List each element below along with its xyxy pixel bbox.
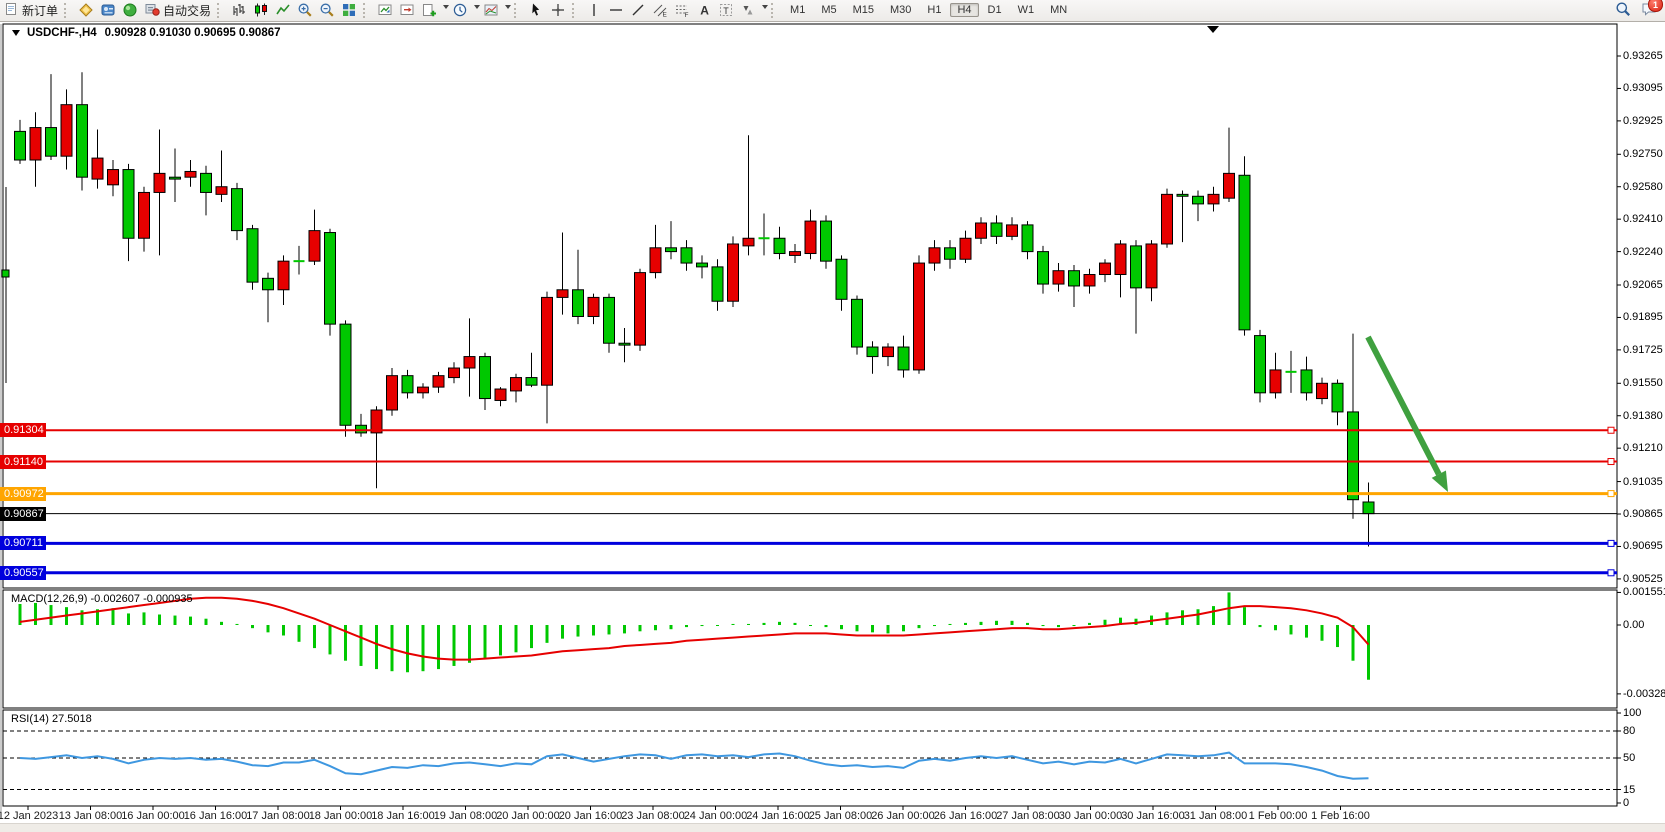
line-handle[interactable] [1607,426,1615,434]
market-watch-icon[interactable] [120,0,140,19]
fibonacci-icon[interactable]: F [672,0,692,19]
svg-text:T: T [723,6,729,16]
line-handle[interactable] [3,569,11,577]
bar-chart-icon[interactable] [229,0,249,19]
toolbar-grip [572,3,579,18]
period-icon[interactable] [450,0,470,19]
text-icon[interactable]: A [694,0,714,19]
trendline-icon[interactable] [628,0,648,19]
toolbar-grip [217,3,224,18]
macd-pane[interactable] [2,589,1618,709]
crosshair-icon[interactable] [548,0,568,19]
toolbar-group-charttype [228,0,294,21]
macd-layer [18,592,1370,680]
auto-scroll-icon[interactable] [375,0,395,19]
toolbar-grip [771,3,778,18]
toolbar-grip [64,3,71,18]
line-handle[interactable] [1607,458,1615,466]
line-handle[interactable] [3,426,11,434]
template-dropdown-arrow-icon[interactable] [505,4,512,21]
svg-text:F: F [685,12,689,18]
new-chart-dropdown-arrow-icon[interactable] [443,4,450,21]
horizontal-line-icon[interactable] [606,0,626,19]
toolbar-group-main [75,0,141,21]
timeframe-button-h1[interactable]: H1 [927,4,942,16]
cursor-icon[interactable] [526,0,546,19]
shapes-dropdown-arrow-icon[interactable] [762,4,769,21]
clipped-candle [1,269,10,278]
line-handle[interactable] [1607,569,1615,577]
status-strip [0,823,1665,832]
vertical-line-icon[interactable] [584,0,604,19]
toolbar-grip [514,3,521,18]
tile-windows-icon[interactable] [339,0,359,19]
toolbar: 新订单 自动交易 E F A T M1 M5 M15 M30 H1 H4 D1 W1 MN 1 [0,0,1665,22]
trend-arrow-head[interactable] [1431,470,1448,492]
shapes-icon[interactable] [738,0,758,19]
chart-shift-icon[interactable] [397,0,417,19]
equidistant-channel-icon[interactable]: E [650,0,670,19]
timeframe-button-m5[interactable]: M5 [821,4,837,16]
toolbar-group-tile [338,0,360,21]
trend-arrow[interactable] [1365,335,1442,476]
autotrading-icon [144,1,160,20]
timeframe-button-m30[interactable]: M30 [890,4,912,16]
line-handle[interactable] [3,458,11,466]
period-dropdown-arrow-icon[interactable] [474,4,481,21]
line-handle[interactable] [3,490,11,498]
line-chart-icon[interactable] [273,0,293,19]
text-label-icon[interactable]: T [716,0,736,19]
toolbar-grip [363,3,370,18]
timeframe-button-w1[interactable]: W1 [1017,4,1035,16]
svg-text:E: E [663,11,668,18]
chart-canvas[interactable] [0,21,1665,832]
autotrading-label: 自动交易 [163,4,212,18]
timeframe-button-d1[interactable]: D1 [987,4,1002,16]
main-pane[interactable] [2,23,1618,589]
profile-icon[interactable] [98,0,118,19]
svg-text:A: A [700,3,709,17]
line-handle[interactable] [1607,539,1615,547]
rsi-line [19,751,1369,780]
new-chart-icon[interactable] [419,0,439,19]
zoom-out-icon[interactable] [317,0,337,19]
new-order-icon [3,1,19,20]
zoom-in-icon[interactable] [295,0,315,19]
chart-area[interactable]: USDCHF-,H4 0.90928 0.91030 0.90695 0.908… [0,21,1665,832]
candles-layer [14,72,1375,547]
timeframe-button-mn[interactable]: MN [1050,4,1068,16]
timeframe-button-m1[interactable]: M1 [790,4,806,16]
candlestick-chart-icon[interactable] [251,0,271,19]
toolbar-group-timeframes: M1 M5 M15 M30 H1 H4 D1 W1 MN [782,2,1075,19]
macd-signal-line [19,596,1370,661]
timeframe-button-m15[interactable]: M15 [852,4,874,16]
toolbar-right: 1 [1615,0,1665,20]
notification-badge: 1 [1648,0,1663,12]
toolbar-group-scroll [374,0,418,21]
toolbar-group-zoom [294,0,338,21]
new-order-button[interactable]: 新订单 [1,1,60,20]
autotrading-button[interactable]: 自动交易 [142,1,213,20]
new-order-label: 新订单 [22,4,59,18]
template-icon[interactable] [481,0,501,19]
toolbar-group-pointer [525,0,569,21]
toolbar-group-windows [418,0,512,21]
notifications-button[interactable]: 1 [1641,0,1663,20]
dock-arrow-icon [1207,26,1219,33]
metaeditor-icon[interactable] [76,0,96,19]
line-handle[interactable] [3,539,11,547]
search-icon[interactable] [1615,1,1631,20]
timeframe-button-h4[interactable]: H4 [950,3,979,17]
line-handle[interactable] [1607,490,1615,498]
